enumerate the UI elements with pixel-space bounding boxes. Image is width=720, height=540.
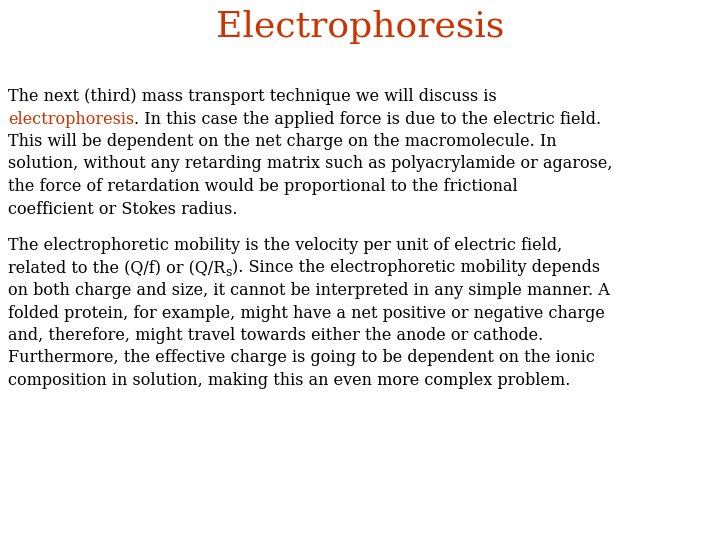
Text: electrophoresis: electrophoresis xyxy=(8,111,134,127)
Text: The next (third) mass transport technique we will discuss is: The next (third) mass transport techniqu… xyxy=(8,88,497,105)
Text: solution, without any retarding matrix such as polyacrylamide or agarose,: solution, without any retarding matrix s… xyxy=(8,156,613,172)
Text: on both charge and size, it cannot be interpreted in any simple manner. A: on both charge and size, it cannot be in… xyxy=(8,282,610,299)
Text: The electrophoretic mobility is the velocity per unit of electric field,: The electrophoretic mobility is the velo… xyxy=(8,237,562,254)
Text: the force of retardation would be proportional to the frictional: the force of retardation would be propor… xyxy=(8,178,518,195)
Text: coefficient or Stokes radius.: coefficient or Stokes radius. xyxy=(8,200,238,218)
Text: Furthermore, the effective charge is going to be dependent on the ionic: Furthermore, the effective charge is goi… xyxy=(8,349,595,367)
Text: folded protein, for example, might have a net positive or negative charge: folded protein, for example, might have … xyxy=(8,305,605,321)
Text: ). Since the electrophoretic mobility depends: ). Since the electrophoretic mobility de… xyxy=(232,260,600,276)
Text: related to the (Q/f) or (Q/R: related to the (Q/f) or (Q/R xyxy=(8,260,225,276)
Text: and, therefore, might travel towards either the anode or cathode.: and, therefore, might travel towards eit… xyxy=(8,327,544,344)
Text: . In this case the applied force is due to the electric field.: . In this case the applied force is due … xyxy=(134,111,601,127)
Text: This will be dependent on the net charge on the macromolecule. In: This will be dependent on the net charge… xyxy=(8,133,557,150)
Text: Electrophoresis: Electrophoresis xyxy=(216,10,504,44)
Text: s: s xyxy=(225,266,232,279)
Text: composition in solution, making this an even more complex problem.: composition in solution, making this an … xyxy=(8,372,570,389)
